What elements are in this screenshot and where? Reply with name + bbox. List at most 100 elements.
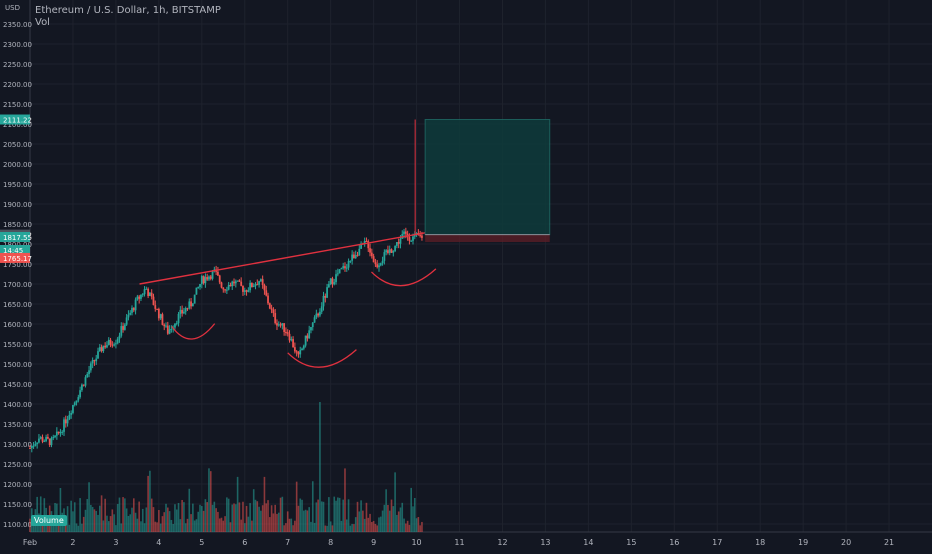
candle-182 [354,255,357,259]
y-tick-label-3: 1250.00 [3,461,32,469]
candle-163 [320,306,323,312]
y-tick-label-2: 1200.00 [3,481,32,489]
candle-168 [329,278,332,285]
candle-126 [254,284,257,287]
volume-bar-173 [338,497,341,532]
x-tick-label-3: 4 [156,538,161,547]
x-tick-label-4: 5 [199,538,204,547]
candle-127 [256,284,259,286]
candle-53 [123,324,126,330]
volume-bar-198 [383,504,386,532]
volume-bar-189 [367,517,370,532]
volume-bar-58 [133,498,135,532]
volume-bar-88 [186,518,189,532]
candle-64 [143,289,146,295]
candle-134 [268,303,271,309]
y-tick-label-17: 1950.00 [3,181,32,189]
badge-countdown-bg [0,245,30,255]
y-tick-label-20: 2100.00 [3,121,32,129]
volume-bar-144 [286,511,289,532]
volume-bar-24 [72,511,74,532]
candle-218 [419,235,422,237]
volume-bar-45 [109,516,112,532]
volume-bar-164 [322,501,325,532]
candle-110 [225,289,228,291]
volume-bar-53 [124,498,126,532]
volume-bar-51 [120,523,123,532]
y-tick-label-11: 1650.00 [3,301,32,309]
candle-8 [43,441,46,443]
candle-200 [387,250,389,253]
candle-14 [54,435,56,437]
volume-bar-169 [331,525,334,532]
volume-bar-182 [354,517,357,532]
volume-bar-39 [98,505,101,532]
candle-28 [79,390,82,398]
candle-153 [302,345,305,349]
candle-106 [218,275,221,283]
volume-bar-46 [111,509,114,532]
volume-bar-207 [399,507,402,532]
candle-138 [276,323,278,326]
candle-147 [292,339,294,348]
candle-136 [272,309,275,314]
trendline [139,232,426,285]
volume-bar-190 [369,513,371,532]
candle-189 [367,241,370,249]
volume-bar-210 [405,523,407,532]
y-tick-label-1: 1150.00 [3,501,32,509]
candle-6 [39,437,42,439]
candle-58 [132,307,135,311]
candle-202 [390,249,393,253]
candle-108 [222,287,225,290]
volume-bar-195 [378,517,380,532]
candle-194 [376,264,379,268]
candle-167 [327,284,330,288]
volume-bar-213 [410,487,413,532]
y-tick-label-22: 2200.00 [3,81,32,89]
volume-bar-119 [242,501,244,532]
candle-36 [93,360,96,362]
candle-162 [319,311,321,316]
candle-56 [129,312,132,315]
x-tick-label-0: Feb [23,538,37,547]
candle-38 [97,351,99,359]
volume-bar-95 [199,504,201,532]
chart-title: Ethereum / U.S. Dollar, 1h, BITSTAMP [35,5,221,16]
candle-84 [179,309,182,314]
volume-bar-116 [236,476,239,532]
volume-bar-6 [39,496,42,532]
candle-214 [412,236,414,241]
volume-bar-37 [95,510,98,532]
volume-bar-118 [240,519,242,532]
y-tick-label-23: 2250.00 [3,61,32,69]
candle-83 [177,313,180,324]
candle-166 [326,287,328,298]
y-tick-label-25: 2350.00 [3,21,32,29]
volume-bar-52 [122,497,124,532]
volume-bar-117 [238,502,241,532]
volume-bar-150 [297,505,300,532]
candle-129 [259,279,262,282]
volume-bar-162 [319,402,321,532]
badge-stop-bg [0,252,30,263]
volume-bar-66 [147,475,149,532]
volume-bar-102 [211,504,214,532]
candle-9 [45,436,48,442]
annotation-arc-2 [371,268,437,287]
candle-55 [127,314,130,318]
volume-bar-146 [290,518,293,532]
volume-bar-2 [32,523,35,532]
volume-bar-7 [41,521,44,532]
volume-bar-104 [215,508,217,532]
badge-stop: 1765.17 [3,255,32,263]
candle-159 [313,317,316,323]
candle-105 [217,271,219,276]
volume-bar-202 [390,499,393,532]
candle-33 [88,370,90,374]
candle-85 [181,309,184,314]
volume-bar-203 [392,506,395,532]
